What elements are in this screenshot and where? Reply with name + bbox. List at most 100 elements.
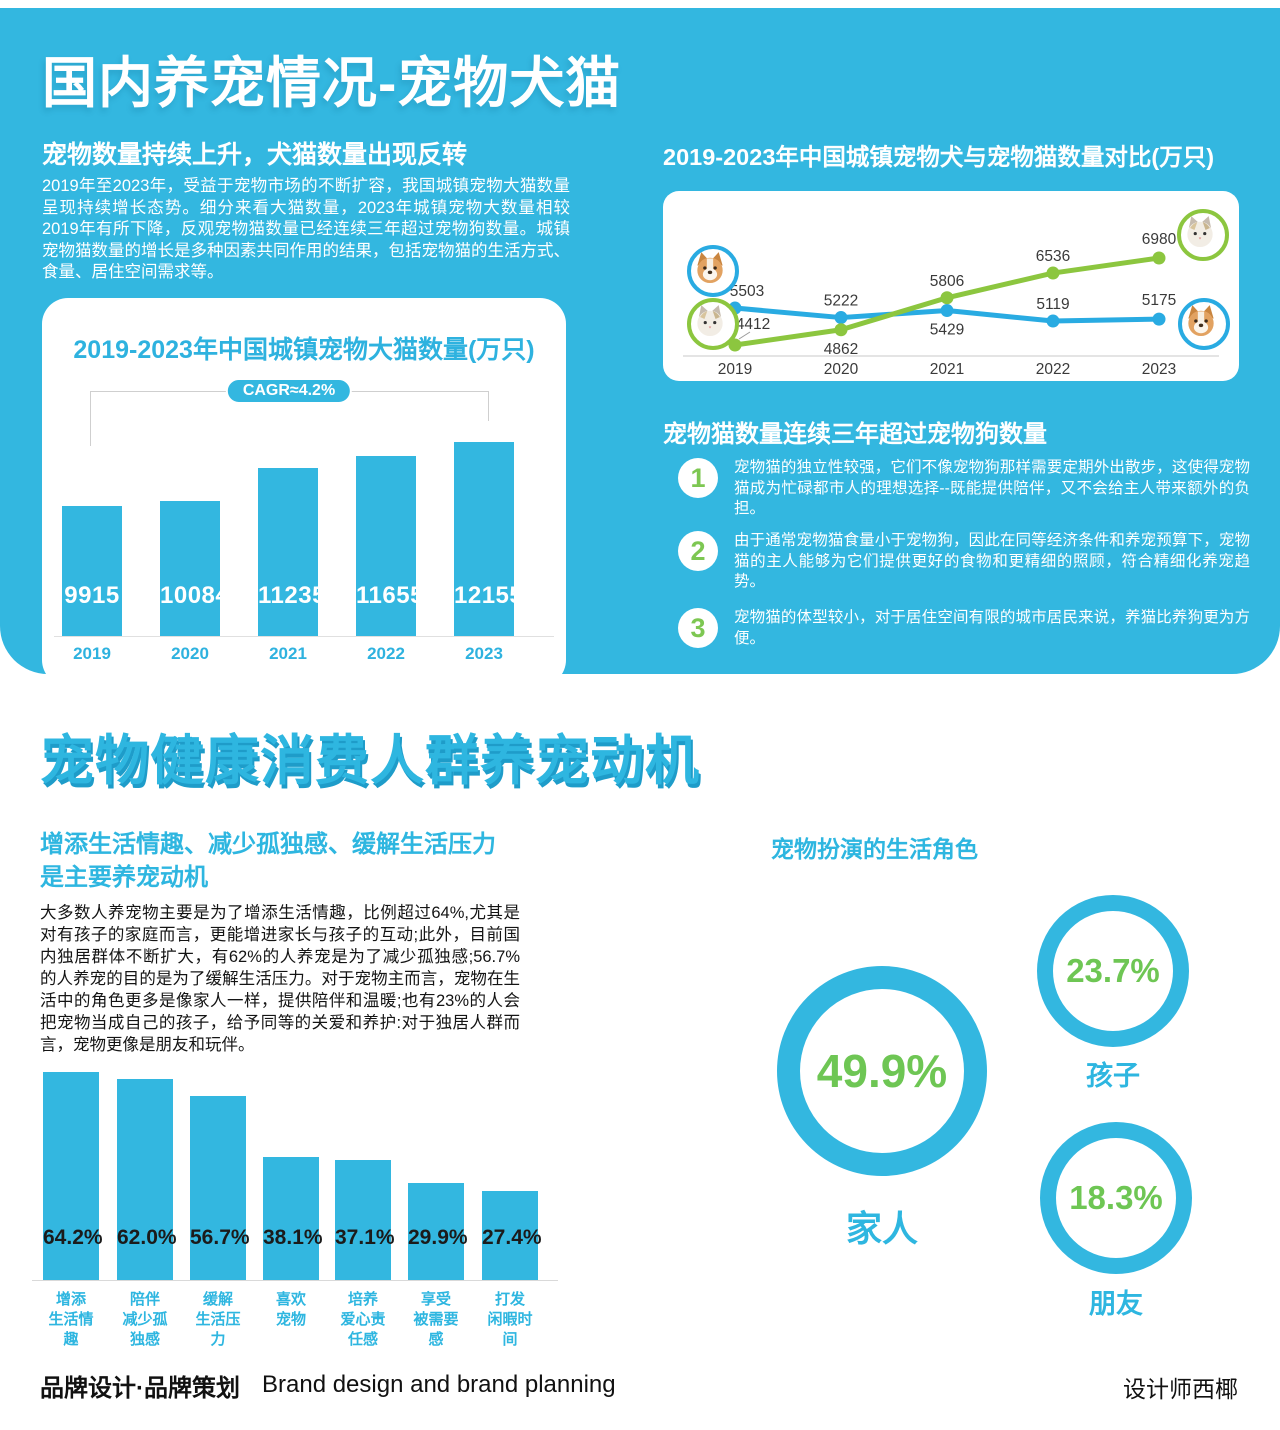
x-axis-tick-label: 打发 闲暇时间 [487,1291,533,1348]
data-point-label: 5175 [1142,292,1176,309]
cagr-bracket-right-tick [488,391,489,421]
cat-face [697,305,723,337]
role-value: 18.3% [1069,1179,1163,1216]
data-point-label: 6536 [1036,248,1070,265]
footer-brand-cn: 品牌设计·品牌策划 [40,1375,240,1402]
intro-heading: 宠物数量持续上升，犬猫数量出现反转 [42,141,468,169]
reason-number-1: 1 [678,458,718,498]
dog-photo-icon [687,245,739,297]
reason-number-2: 2 [678,531,718,571]
bar: 12155 [454,442,524,636]
data-point [834,323,848,337]
bar: 11235 [258,468,326,636]
reasons-heading: 宠物猫数量连续三年超过宠物狗数量 [663,421,1047,448]
bar: 64.2% [43,1072,103,1280]
x-axis-tick-label: 2023 [1142,361,1176,378]
x-axis-tick-label: 2021 [930,361,964,378]
cagr-bracket-left-tick [90,391,91,446]
reason-text-1: 宠物猫的独立性较强，它们不像宠物狗那样需要定期外出散步，这使得宠物猫成为忙碌都市… [734,459,1250,517]
bar: 9915 [62,506,122,636]
bar-value-label: 29.9% [408,1226,468,1249]
x-axis-tick-label: 2019 [73,644,111,663]
bar-value-label: 62.0% [117,1226,177,1249]
cat-face [1187,216,1213,248]
data-point [834,311,848,325]
bar: 56.7% [190,1096,250,1280]
x-axis-line [32,1280,558,1281]
role-circle-child: 23.7% [1037,895,1189,1047]
data-point-label: 6980 [1142,231,1177,248]
data-point [1046,314,1060,328]
x-axis-tick-label: 2020 [171,644,209,663]
bar-chart-motivations: 64.2% 增添 生活情趣 62.0% 陪伴 减少孤独感 56.7% 缓解 生活压力 38.1% 喜… [40,1062,560,1348]
role-label-family: 家人 [845,1208,918,1249]
data-point-label: 5503 [730,283,764,300]
x-axis-tick-label: 2022 [1036,361,1070,378]
section2-subheading: 增添生活情趣、减少孤独感、缓解生活压力 是主要养宠动机 [40,828,496,894]
x-axis-tick-label: 缓解 生活压力 [195,1291,241,1348]
bar-value-label: 11655 [356,582,424,609]
bar-value-label: 64.2% [43,1226,103,1249]
x-axis-tick-label: 增添 生活情趣 [48,1291,94,1348]
section2-title: 宠物健康消费人群养宠动机 [40,731,700,791]
bar-value-label: 27.4% [482,1226,542,1249]
line-chart-title: 2019-2023年中国城镇宠物犬与宠物猫数量对比(万只) [663,144,1215,170]
role-circle-family: 49.9% [777,966,987,1176]
bar: 29.9% [408,1183,468,1280]
x-axis-line [54,636,554,637]
x-axis-tick-label: 2023 [465,644,503,663]
role-label-friend: 朋友 [1089,1289,1143,1319]
role-circle-friend: 18.3% [1040,1122,1192,1274]
data-point [940,291,954,305]
bar-value-label: 12155 [454,582,524,609]
footer-designer: 设计师西椰 [1123,1376,1238,1402]
bar: 37.1% [335,1160,395,1280]
top-section: 国内养宠情况-宠物犬猫 宠物数量持续上升，犬猫数量出现反转 2019年至2023… [0,8,1280,686]
bar: 62.0% [117,1079,177,1280]
roles-heading: 宠物扮演的生活角色 [771,836,978,862]
role-label-child: 孩子 [1086,1061,1140,1091]
x-axis-tick-label: 喜欢 宠物 [275,1291,306,1328]
urban-pet-total-chart-card: 2019-2023年中国城镇宠物大猫数量(万只) CAGR≈4.2% 9915 2… [42,298,566,686]
cat-photo-icon [1177,209,1229,261]
reason-number-3: 3 [678,608,718,648]
bar-chart-pet-total: 9915 2019 10084 2020 11235 2021 11655 2022 12155… [42,298,566,686]
role-value: 49.9% [816,1045,948,1097]
bar-value-label: 37.1% [335,1226,395,1249]
bar-value-label: 11235 [258,582,326,609]
page-title: 国内养宠情况-宠物犬猫 [42,52,622,114]
bar-value-label: 38.1% [263,1226,323,1249]
subheading-line2: 是主要养宠动机 [40,864,208,891]
data-point-label: 5119 [1036,296,1069,313]
cagr-badge: CAGR≈4.2% [225,378,353,404]
data-point-label: 5429 [930,322,964,339]
bar: 38.1% [263,1157,323,1280]
bar: 11655 [356,456,424,636]
x-axis-tick-label: 2019 [718,361,752,378]
footer-brand-en: Brand design and brand planning [262,1371,616,1398]
dog-photo-icon [1178,298,1230,350]
subheading-line1: 增添生活情趣、减少孤独感、缓解生活压力 [40,831,496,858]
reason-text-3: 宠物猫的体型较小，对于居住空间有限的城市居民来说，养猫比养狗更为方便。 [734,609,1250,647]
data-point-label: 5222 [824,293,858,310]
data-point-label: 4862 [824,341,858,358]
x-axis-tick-label: 陪伴 减少孤独感 [122,1291,168,1348]
bar-value-label: 10084 [160,582,230,609]
bar: 10084 [160,501,230,636]
x-axis-tick-label: 2022 [367,644,405,663]
bar: 27.4% [482,1191,542,1280]
section2-paragraph: 大多数人养宠物主要是为了增添生活情趣，比例超过64%,尤其是对有孩子的家庭而言，… [40,904,520,1054]
data-point [940,304,954,318]
label-leader-line [738,331,751,340]
reason-text-2: 由于通常宠物猫食量小于宠物狗，因此在同等经济条件和养宠预算下，宠物猫的主人能够为… [734,532,1250,590]
dog-vs-cat-line-chart: 2019 2020 2021 2022 2023 5503 5222 5429 5119 5175… [683,231,1219,378]
x-axis-tick-label: 培养 爱心责任感 [340,1291,386,1348]
data-point-label: 4412 [736,316,770,333]
intro-paragraph: 2019年至2023年，受益于宠物市场的不断扩容，我国城镇宠物大猫数量呈现持续增… [42,177,570,281]
dog-face [1188,305,1214,337]
data-point-label: 5806 [930,273,964,290]
bar-value-label: 9915 [64,582,120,609]
cat-photo-icon [687,298,739,350]
role-value: 23.7% [1066,952,1160,989]
x-axis-tick-label: 2021 [269,644,307,663]
